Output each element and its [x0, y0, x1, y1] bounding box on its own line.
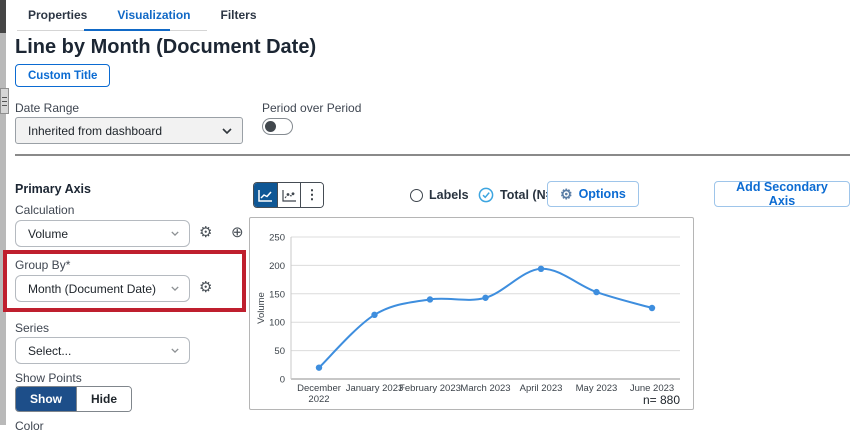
group-by-label: Group By*	[15, 258, 71, 272]
chart-type-switcher: ⋮	[253, 182, 324, 208]
color-section-label: Color	[15, 419, 44, 433]
period-over-period-label: Period over Period	[262, 101, 362, 115]
options-gear-icon: ⚙	[560, 186, 573, 202]
total-checked-icon[interactable]	[478, 187, 494, 203]
series-label: Series	[15, 321, 50, 335]
chevron-down-icon	[171, 348, 179, 353]
chevron-down-icon	[171, 231, 179, 236]
options-button[interactable]: ⚙ Options	[547, 181, 639, 207]
add-secondary-axis-label: Add Secondary Axis	[736, 180, 828, 208]
section-divider	[15, 154, 850, 156]
svg-text:Volume: Volume	[256, 292, 267, 324]
svg-text:150: 150	[269, 289, 285, 300]
date-range-value: Inherited from dashboard	[28, 123, 163, 138]
calculation-settings-gear-icon[interactable]: ⚙	[199, 224, 213, 241]
labels-radio[interactable]	[410, 189, 423, 202]
total-check-label[interactable]: Total (N=)	[500, 188, 558, 202]
svg-text:December: December	[297, 383, 341, 394]
more-chart-options-kebab-icon[interactable]: ⋮	[300, 183, 323, 207]
period-over-period-toggle[interactable]	[262, 118, 293, 135]
left-panel-edge-dark	[0, 0, 6, 33]
add-secondary-axis-button[interactable]: Add Secondary Axis	[714, 180, 850, 208]
show-points-show-button[interactable]: Show	[16, 387, 76, 411]
svg-text:50: 50	[274, 346, 285, 357]
toggle-knob	[265, 120, 276, 132]
svg-text:2022: 2022	[308, 394, 329, 405]
calculation-value: Volume	[28, 226, 69, 241]
svg-text:0: 0	[280, 375, 285, 386]
svg-text:100: 100	[269, 318, 285, 329]
left-panel-edge	[0, 0, 6, 425]
svg-text:200: 200	[269, 261, 285, 272]
line-chart-type-icon[interactable]	[254, 183, 277, 207]
date-range-select[interactable]: Inherited from dashboard	[15, 117, 243, 144]
tab-properties[interactable]: Properties	[28, 8, 88, 22]
date-range-label: Date Range	[15, 101, 80, 115]
svg-text:April 2023: April 2023	[520, 383, 563, 394]
svg-text:250: 250	[269, 233, 285, 244]
svg-text:March 2023: March 2023	[460, 383, 510, 394]
options-button-label: Options	[578, 187, 626, 201]
add-calculation-icon[interactable]: ⊕	[231, 224, 244, 241]
svg-text:February 2023: February 2023	[399, 383, 461, 394]
series-select[interactable]: Select...	[15, 337, 190, 364]
show-points-label: Show Points	[15, 371, 82, 385]
group-by-settings-gear-icon[interactable]: ⚙	[199, 279, 213, 296]
svg-text:n= 880: n= 880	[643, 393, 680, 407]
svg-text:May 2023: May 2023	[576, 383, 618, 394]
page-title: Line by Month (Document Date)	[15, 36, 317, 58]
chevron-down-icon	[222, 127, 232, 134]
tab-filters[interactable]: Filters	[220, 8, 257, 22]
tab-bar: Properties Visualization Filters	[28, 8, 257, 22]
spline-chart-type-icon[interactable]	[277, 183, 300, 207]
show-points-hide-button[interactable]: Hide	[76, 387, 132, 411]
group-by-value: Month (Document Date)	[28, 281, 157, 296]
series-placeholder: Select...	[28, 343, 72, 358]
chevron-down-icon	[171, 286, 179, 291]
labels-radio-label[interactable]: Labels	[429, 188, 469, 202]
active-tab-underline	[84, 29, 170, 31]
line-chart-container: 0 50 100 150 200 250 Volume December 2022 January…	[249, 217, 694, 410]
group-by-select[interactable]: Month (Document Date)	[15, 275, 190, 302]
tab-visualization[interactable]: Visualization	[117, 8, 191, 22]
svg-text:January 2023: January 2023	[346, 383, 404, 394]
primary-axis-heading: Primary Axis	[15, 182, 91, 196]
calculation-label: Calculation	[15, 203, 75, 217]
calculation-select[interactable]: Volume	[15, 220, 190, 247]
panel-drag-handle[interactable]	[0, 88, 9, 114]
svg-text:June 2023: June 2023	[630, 383, 674, 394]
show-points-segmented-control: Show Hide	[15, 386, 133, 412]
custom-title-button[interactable]: Custom Title	[15, 64, 111, 87]
